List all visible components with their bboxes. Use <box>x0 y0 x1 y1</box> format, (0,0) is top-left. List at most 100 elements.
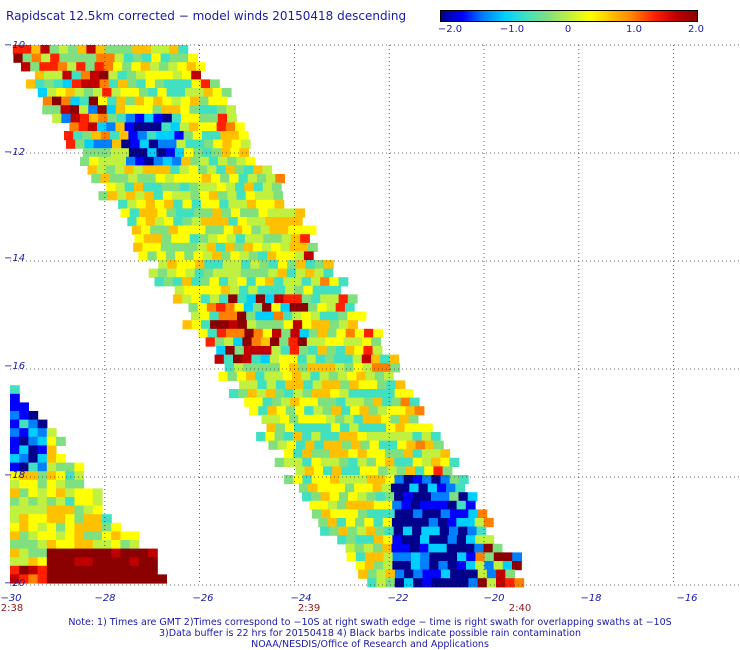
swath-cell <box>327 518 338 528</box>
swath-cell <box>339 475 350 485</box>
swath-cell <box>179 53 189 63</box>
swath-cell <box>210 217 220 227</box>
swath-cell <box>284 389 294 399</box>
swath-cell <box>159 225 170 235</box>
swath-cell <box>22 45 32 55</box>
swath-cell <box>102 139 113 149</box>
swath-cell <box>263 234 274 244</box>
swath-cell <box>65 531 75 541</box>
swath-cell <box>363 543 374 553</box>
swath-cell <box>181 191 192 201</box>
swath-cell <box>403 449 414 459</box>
swath-cell <box>366 457 377 467</box>
swath-cell <box>455 483 466 493</box>
swath-cell <box>475 552 486 562</box>
swath-cell <box>68 45 78 55</box>
swath-cell <box>375 432 386 442</box>
swath-cell <box>345 518 356 528</box>
swath-cell <box>191 320 202 330</box>
swath-cell <box>156 131 166 141</box>
swath-cell <box>359 406 370 416</box>
swath-cell <box>129 574 140 584</box>
swath-cell <box>248 380 259 390</box>
swath-cell <box>96 165 107 175</box>
swath-cell <box>410 518 421 528</box>
swath-cell <box>216 303 226 313</box>
swath-cell <box>367 578 377 588</box>
swath-cell <box>253 328 264 338</box>
swath-cell <box>384 371 394 381</box>
swath-cell <box>421 492 432 502</box>
swath-cell <box>238 389 248 399</box>
swath-cell <box>162 191 173 201</box>
swath-cell <box>244 328 255 338</box>
swath-cell <box>228 294 238 304</box>
swath-cell <box>182 79 193 89</box>
swath-cell <box>138 208 149 218</box>
swath-cell <box>92 505 103 515</box>
swath-cell <box>354 483 364 493</box>
swath-cell <box>367 380 378 390</box>
swath-cell <box>348 509 359 519</box>
swath-cell <box>162 96 173 106</box>
swath-cell <box>60 105 71 115</box>
swath-cell <box>290 234 301 244</box>
swath-cell <box>223 225 234 235</box>
swath-cell <box>391 543 402 553</box>
swath-cell <box>92 565 103 575</box>
swath-cell <box>195 62 206 72</box>
swath-cell <box>230 251 241 261</box>
swath-cell <box>318 518 329 528</box>
swath-cell <box>348 475 359 485</box>
swath-cell <box>185 139 196 149</box>
swath-cell <box>230 208 241 218</box>
swath-cell <box>314 440 325 450</box>
swath-cell <box>28 479 39 489</box>
swath-cell <box>221 88 232 98</box>
swath-cell <box>148 208 158 218</box>
swath-cell <box>385 569 396 579</box>
swath-cell <box>420 552 430 562</box>
swath-cell <box>306 337 317 347</box>
swath-cell <box>83 88 94 98</box>
swath-cell <box>65 88 76 98</box>
swath-cell <box>202 148 213 158</box>
swath-cell <box>300 234 310 244</box>
swath-cell <box>267 406 278 416</box>
swath-cell <box>437 543 448 553</box>
swath-cell <box>233 363 244 373</box>
swath-cell <box>179 182 190 192</box>
swath-cell <box>157 208 168 218</box>
swath-cell <box>354 346 364 356</box>
swath-cell <box>22 53 33 63</box>
swath-cell <box>395 380 406 390</box>
swath-cell <box>10 419 20 429</box>
swath-cell <box>46 479 57 489</box>
swath-cell <box>440 492 450 502</box>
swath-cell <box>194 139 205 149</box>
swath-cell <box>189 105 200 115</box>
swath-cell <box>265 199 276 209</box>
swath-cell <box>338 294 349 304</box>
swath-cell <box>125 96 136 106</box>
swath-cell <box>293 449 303 459</box>
swath-cell <box>373 543 383 553</box>
swath-cell <box>409 543 420 553</box>
swath-cell <box>274 217 285 227</box>
swath-cell <box>10 574 20 584</box>
swath-cell <box>121 139 131 149</box>
swath-cell <box>176 139 187 149</box>
swath-cell <box>134 234 145 244</box>
swath-cell <box>144 191 155 201</box>
swath-cell <box>377 380 387 390</box>
swath-cell <box>207 122 218 132</box>
swath-cell <box>243 363 253 373</box>
swath-cell <box>274 432 285 442</box>
swath-cell <box>233 225 243 235</box>
colorbar-tick: 1.0 <box>626 24 642 35</box>
x-tick-label: −18 <box>580 593 602 604</box>
swath-cell <box>83 574 94 584</box>
swath-cell <box>46 574 57 584</box>
swath-cell <box>243 346 254 356</box>
swath-cell <box>120 565 131 575</box>
